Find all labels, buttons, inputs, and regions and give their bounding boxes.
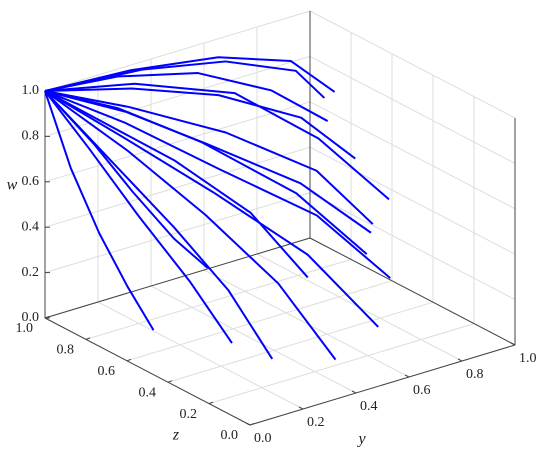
tick-mark: [298, 406, 304, 410]
trajectory: [44, 90, 372, 234]
trajectory: [44, 60, 326, 99]
grid-line: [44, 101, 311, 183]
z-tick-label: 0.4: [139, 385, 157, 400]
tick-mark: [208, 401, 214, 405]
tick-mark: [245, 422, 251, 426]
grid-line: [167, 301, 434, 383]
trajectory: [44, 90, 379, 328]
z-tick-label: 0.6: [98, 364, 116, 379]
grid-line: [97, 301, 304, 410]
z-tick-label: 0.0: [221, 428, 239, 443]
trajectory: [44, 90, 209, 269]
grid-line: [85, 258, 352, 340]
y-axis-label: y: [356, 431, 366, 448]
trajectory: [44, 72, 329, 122]
y-tick-label: 0.2: [307, 415, 325, 430]
w-tick-label: 1.0: [22, 83, 40, 98]
grid-line: [203, 269, 410, 378]
tick-mark: [249, 423, 255, 426]
tick-mark: [44, 316, 50, 319]
grid-line: [44, 10, 311, 92]
trajectory: [44, 56, 336, 93]
grid-line: [44, 146, 311, 228]
tick-mark: [167, 380, 173, 383]
grid-line: [309, 55, 516, 164]
trajectory: [44, 87, 356, 160]
z-tick-label: 0.8: [57, 343, 75, 358]
axis-edge: [309, 237, 516, 346]
axis-edge: [44, 317, 251, 426]
w-axis-label: w: [7, 177, 18, 194]
z-axis-label: z: [172, 427, 180, 444]
trajectory: [44, 90, 233, 344]
w-tick-label: 0.0: [22, 310, 40, 325]
trajectory: [44, 90, 391, 279]
y-tick-label: 0.8: [466, 367, 484, 382]
w-tick-label: 0.4: [22, 219, 40, 234]
z-tick-label: 0.2: [180, 407, 198, 422]
tick-mark: [404, 374, 410, 378]
y-tick-label: 0.0: [254, 431, 272, 446]
axis-edge: [249, 344, 516, 426]
tick-mark: [85, 337, 91, 340]
y-tick-label: 0.4: [360, 399, 378, 414]
trajectory: [44, 90, 374, 225]
grid-line: [150, 285, 357, 394]
trajectory: [44, 90, 274, 360]
trajectory: [44, 90, 337, 361]
w-tick-label: 0.8: [22, 129, 40, 144]
trajectory: [44, 82, 390, 201]
w-tick-label: 0.2: [22, 265, 40, 280]
axis-edge: [44, 237, 311, 319]
tick-mark: [457, 358, 463, 362]
grid-line: [126, 280, 393, 362]
tick-mark: [510, 342, 516, 346]
trajectory: [44, 90, 309, 279]
grid-line: [208, 323, 475, 405]
y-tick-label: 1.0: [519, 351, 537, 366]
trajectory: [44, 90, 155, 331]
tick-mark: [351, 390, 357, 394]
grid-line: [309, 192, 516, 301]
w-tick-label: 0.6: [22, 174, 40, 189]
y-tick-label: 0.6: [413, 383, 431, 398]
tick-mark: [126, 358, 132, 362]
z-tick-label: 1.0: [16, 321, 34, 336]
grid-line: [309, 146, 516, 255]
grid-line: [309, 101, 516, 210]
grid-line: [309, 10, 516, 119]
